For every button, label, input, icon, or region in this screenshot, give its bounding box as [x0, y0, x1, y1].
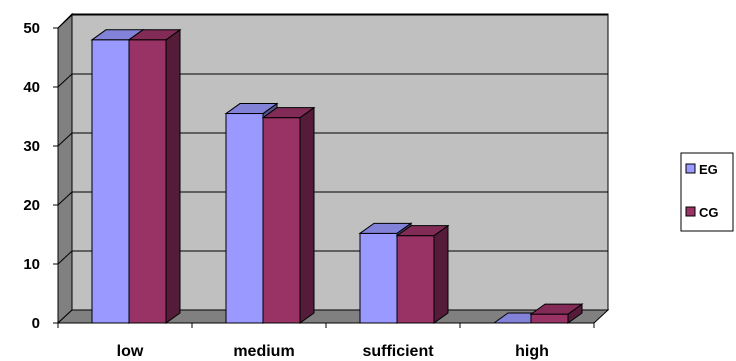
legend-label-cg: CG [699, 205, 719, 220]
bar-top [395, 225, 450, 237]
x-axis: low medium sufficient high [57, 322, 595, 360]
bar-front [262, 117, 301, 324]
y-tick-label: 20 [23, 197, 40, 214]
y-tick-label: 0 [32, 315, 40, 332]
x-tick-label-sufficient: sufficient [362, 343, 434, 360]
y-tick-label: 10 [23, 256, 40, 273]
y-axis: 0 10 20 30 40 50 [23, 20, 59, 332]
x-tick-label-low: low [117, 343, 144, 360]
bar-front [530, 313, 569, 324]
bar-top [224, 103, 279, 115]
bars [90, 28, 584, 324]
bar-top [261, 107, 316, 119]
bar-top [127, 29, 182, 41]
y-tick-label: 50 [23, 20, 40, 37]
legend-swatch-eg [685, 163, 696, 174]
bar-front [225, 113, 264, 324]
bar-cg-medium [261, 106, 316, 324]
y-tick-label: 40 [23, 79, 40, 96]
bar-front [91, 39, 130, 324]
bar-side [299, 106, 315, 324]
bar-cg-sufficient [395, 224, 450, 324]
bar-front [128, 39, 167, 324]
bar-top [358, 222, 413, 234]
bar-top [529, 303, 584, 315]
gridline-side [57, 14, 73, 29]
bar-front [396, 235, 435, 324]
legend: EG CG [680, 152, 734, 232]
gridline-side [57, 73, 73, 88]
gridline-side [57, 132, 73, 147]
gridline-side [57, 191, 73, 206]
bar-side [165, 28, 181, 324]
bar-side [433, 224, 449, 324]
bar-cg-low [127, 28, 182, 324]
x-tick-label-high: high [515, 343, 549, 360]
gridline-side [57, 250, 73, 265]
bar-front [359, 232, 398, 324]
chart-side-wall [57, 12, 73, 325]
x-tick-label-medium: medium [233, 343, 294, 360]
y-tick-label: 30 [23, 138, 40, 155]
bar-cg-high [529, 303, 584, 324]
legend-swatch-cg [685, 206, 696, 217]
legend-label-eg: EG [699, 162, 718, 177]
